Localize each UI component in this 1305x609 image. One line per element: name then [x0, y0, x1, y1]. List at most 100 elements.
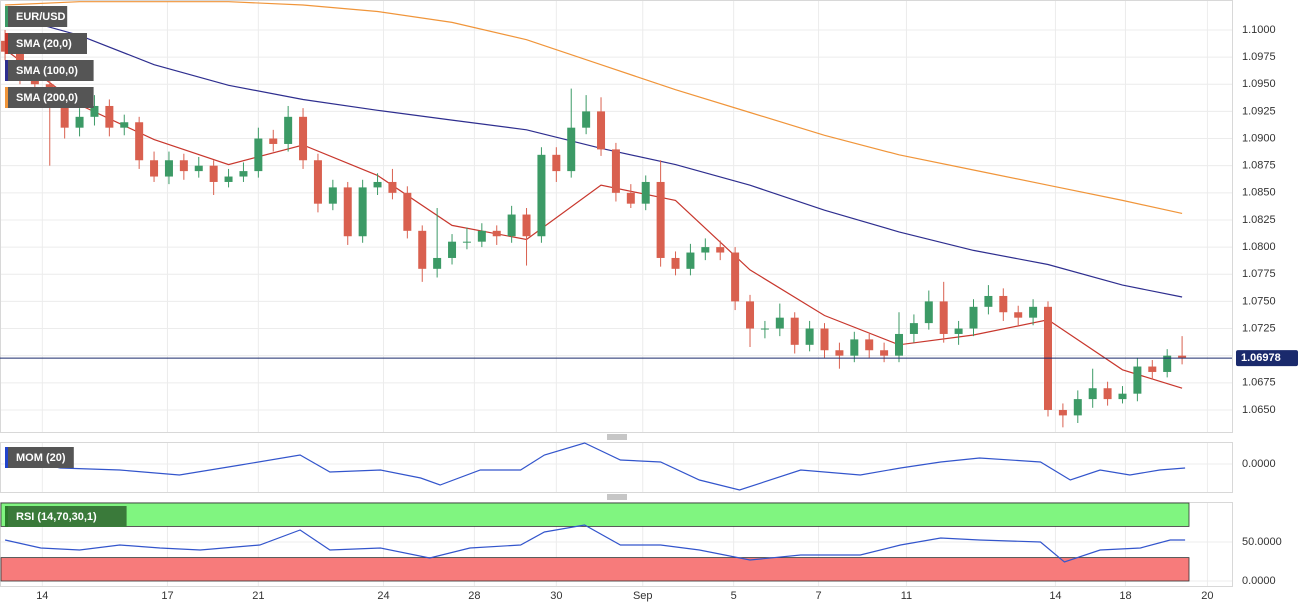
candle-body	[60, 105, 69, 128]
candle-body	[343, 187, 352, 237]
candle-body	[1073, 399, 1082, 416]
indicator-line	[4, 49, 1183, 389]
legend-box	[5, 87, 94, 108]
x-tick-label: 11	[901, 590, 912, 602]
candle-body	[895, 333, 904, 356]
legend-swatch	[5, 447, 8, 468]
y-tick-label: 1.0725	[1242, 322, 1276, 334]
candle-body	[984, 295, 993, 307]
legend-label: SMA (200,0)	[16, 92, 78, 104]
y-tick-label: 1.0925	[1242, 105, 1276, 117]
candle-body	[254, 138, 263, 172]
legend-box	[5, 506, 127, 527]
candle-body	[90, 105, 99, 117]
x-tick-label: Sep	[633, 590, 653, 602]
legend-box	[5, 447, 74, 468]
x-tick-label: 7	[815, 590, 821, 602]
candle-body	[969, 306, 978, 329]
candle-body	[1148, 366, 1157, 372]
candle-body	[120, 122, 129, 128]
candle-body	[179, 160, 188, 172]
candle-body	[328, 187, 337, 204]
y-tick-label: 1.0650	[1242, 404, 1276, 416]
candle-body	[1058, 409, 1067, 416]
candle-body	[224, 176, 233, 182]
indicator-line	[4, 442, 1186, 491]
x-tick-label: 14	[36, 590, 48, 602]
candle-body	[611, 149, 620, 193]
candle-body	[269, 138, 278, 144]
legend-label: MOM (20)	[16, 452, 66, 464]
candle-body	[462, 241, 471, 243]
candle-body	[105, 105, 114, 128]
candle-body	[209, 165, 218, 182]
legend-swatch	[5, 6, 8, 27]
y-tick-label: 0.0000	[1242, 575, 1276, 587]
legend-swatch	[5, 87, 8, 108]
legend-box	[5, 60, 94, 81]
candle-body	[850, 339, 859, 356]
candle-body	[865, 339, 874, 351]
candle-body	[507, 214, 516, 237]
y-tick-label: 1.0800	[1242, 241, 1276, 253]
candle-body	[299, 116, 308, 161]
legend-swatch	[5, 60, 8, 81]
candle-body	[1163, 355, 1172, 372]
candle-body	[1088, 388, 1097, 400]
candle-body	[567, 127, 576, 172]
y-tick-label: 1.0950	[1242, 78, 1276, 90]
candle-body	[552, 154, 561, 172]
candle-body	[194, 165, 203, 172]
candle-body	[954, 328, 963, 334]
candle-body	[731, 252, 740, 302]
candle-body	[537, 154, 546, 237]
candle-body	[820, 328, 829, 351]
candle-body	[75, 116, 84, 128]
legend-box	[5, 6, 68, 27]
candle-body	[805, 328, 814, 345]
candle-body	[313, 160, 322, 204]
y-tick-label: 1.0850	[1242, 187, 1276, 199]
candle-body	[150, 160, 159, 177]
candle-body	[135, 122, 144, 161]
x-tick-label: 18	[1119, 590, 1131, 602]
x-tick-label: 30	[550, 590, 562, 602]
y-tick-label: 50.0000	[1242, 536, 1282, 548]
y-tick-label: 1.0675	[1242, 377, 1276, 389]
candle-body	[999, 295, 1008, 313]
candle-body	[701, 247, 710, 253]
y-tick-label: 1.0775	[1242, 268, 1276, 280]
candle-body	[686, 252, 695, 269]
legend-swatch	[5, 33, 8, 54]
legend-label: RSI (14,70,30,1)	[16, 511, 97, 523]
legend-label: SMA (100,0)	[16, 65, 78, 77]
candle-body	[716, 247, 725, 253]
y-tick-label: 1.0900	[1242, 132, 1276, 144]
rsi-band	[0, 502, 1190, 527]
candle-body	[1103, 388, 1112, 400]
last-price-box	[1236, 350, 1298, 367]
candle-body	[433, 257, 442, 269]
candle-body	[358, 187, 367, 237]
candle-body	[448, 241, 457, 258]
y-tick-label: 1.0975	[1242, 51, 1276, 63]
y-tick-label: 1.0875	[1242, 160, 1276, 172]
legend: EUR/USD SMA (20,0) SMA (100,0) SMA (200,0) M…	[5, 6, 127, 527]
candle-body	[418, 230, 427, 269]
candle-body	[909, 323, 918, 334]
candle-body	[835, 350, 844, 356]
candle-body	[522, 214, 531, 237]
y-tick-label: 1.0825	[1242, 214, 1276, 226]
candle-body	[880, 350, 889, 356]
candle-body	[582, 111, 591, 128]
candle-body	[1133, 366, 1142, 394]
candle-body	[656, 181, 665, 258]
candle-body	[597, 111, 606, 150]
candle-body	[1014, 312, 1023, 318]
candle-body	[164, 160, 173, 177]
candle-body	[492, 230, 501, 237]
candle-body	[1118, 393, 1127, 400]
